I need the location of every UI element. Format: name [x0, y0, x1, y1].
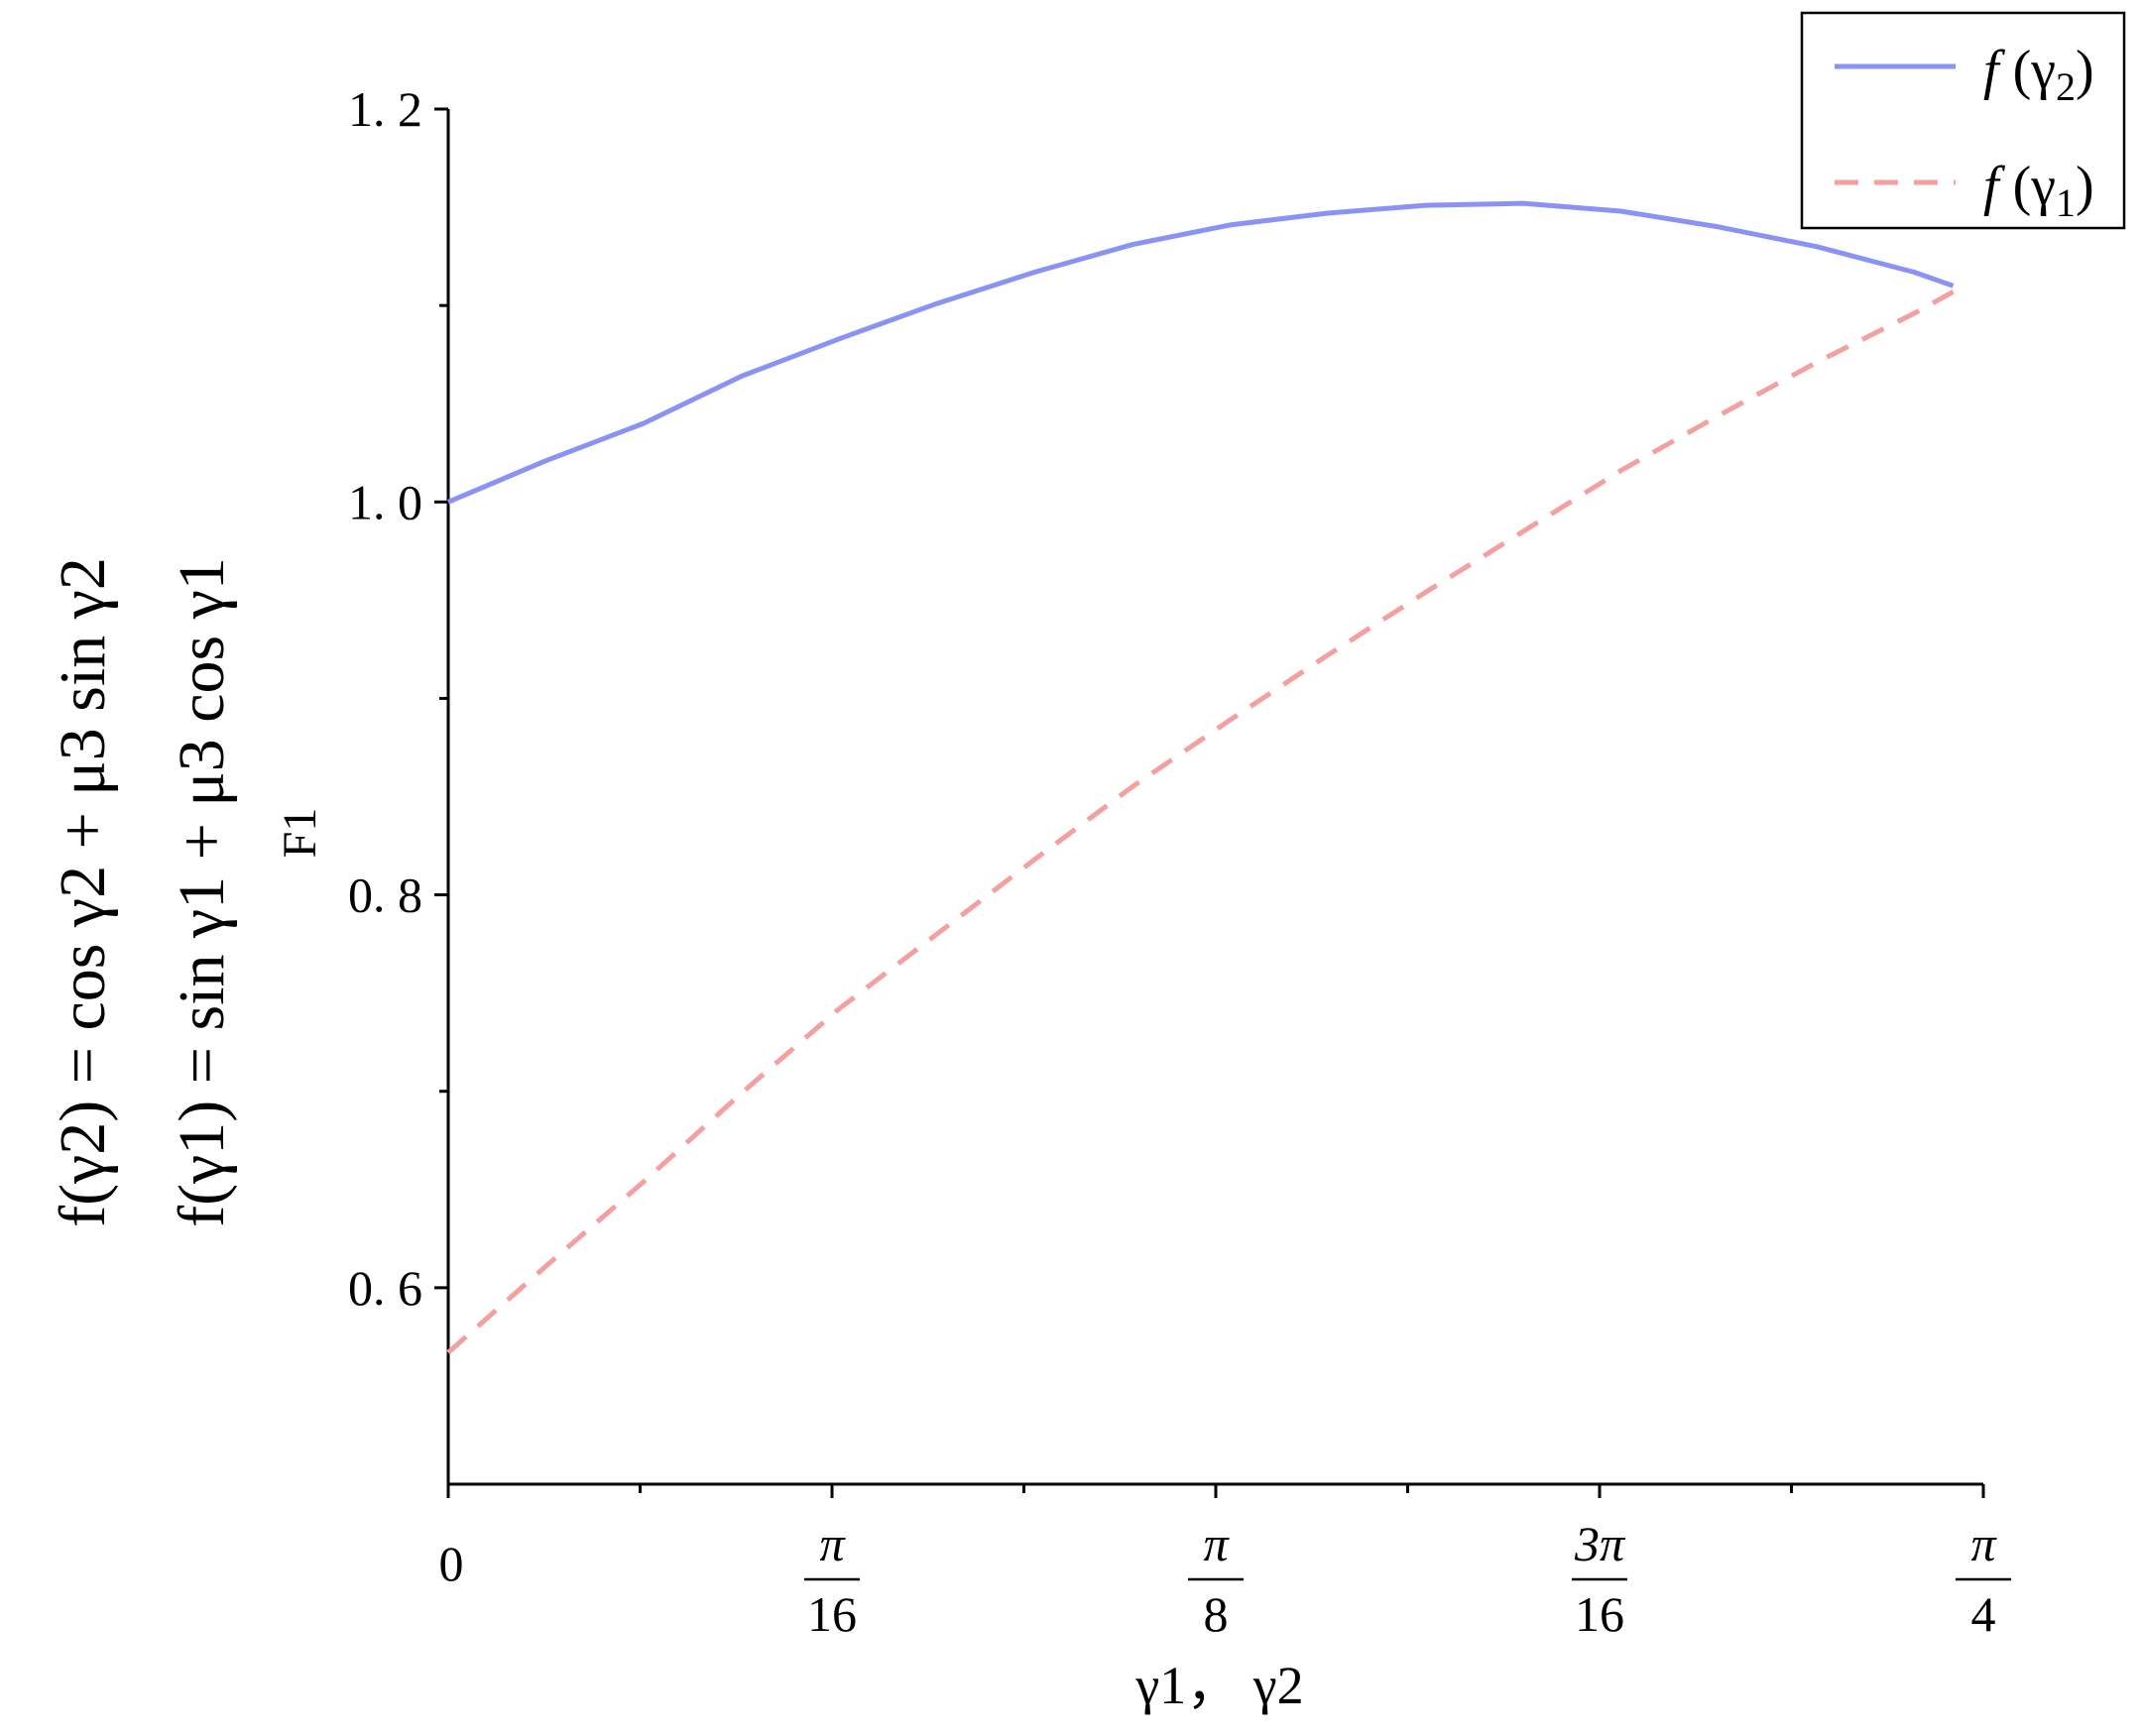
axes: [446, 109, 1983, 1486]
series-line-2: [446, 289, 1955, 1355]
legend-label-1: f (γ2): [1983, 40, 2094, 109]
x-tick-denominator: 16: [807, 1586, 857, 1642]
x-axis-label: γ1， γ2: [1134, 1656, 1303, 1715]
x-tick-denominator: 8: [1204, 1586, 1229, 1642]
x-tick-fraction: π 16: [804, 1516, 860, 1642]
y-tick-label: 1. 2: [348, 81, 422, 137]
x-tick-fraction: π4: [1956, 1516, 2011, 1642]
x-tick-label: 0: [439, 1536, 464, 1591]
x-tick-fraction: π8: [1188, 1516, 1244, 1642]
legend-label-2: f (γ1): [1983, 156, 2094, 225]
y-axis-labels: f(γ2) = cos γ2 + μ3 sin γ2 f(γ1) = sin γ1…: [47, 557, 326, 1227]
x-tick-denominator: 16: [1575, 1586, 1624, 1642]
legend: f (γ2) f (γ1): [1800, 11, 2126, 230]
x-tick-numerator: π: [1203, 1516, 1230, 1571]
legend-box: [1800, 11, 2126, 230]
x-tick-numerator: π: [1970, 1516, 1997, 1571]
y-tick-label: 0. 6: [348, 1260, 422, 1316]
series-lines: [446, 200, 1955, 1355]
y-axis-label-line-2: f(γ1) = sin γ1 + μ3 cos γ1: [166, 557, 238, 1227]
y-tick-label: 0. 8: [348, 868, 422, 923]
series-line-1: [447, 200, 1955, 505]
y-axis-label-line-1: f(γ2) = cos γ2 + μ3 sin γ2: [47, 557, 119, 1227]
x-tick-numerator: π: [819, 1516, 846, 1571]
y-axis-label-line-3: F1: [274, 808, 326, 859]
y-tick-label: 1. 0: [348, 474, 422, 529]
x-tick-denominator: 4: [1971, 1586, 1996, 1642]
x-tick-numerator: 3π: [1574, 1516, 1626, 1571]
